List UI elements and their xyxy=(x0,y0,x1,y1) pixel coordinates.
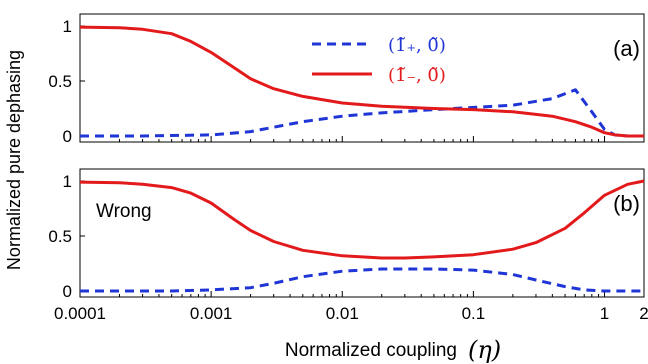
plot-frame xyxy=(79,168,645,298)
x-axis-label: Normalized coupling xyxy=(285,340,457,361)
x-axis-symbol: (η) xyxy=(468,336,501,364)
x-tick-label: 0.001 xyxy=(190,304,233,323)
panel-label: (a) xyxy=(613,36,640,61)
x-tick-label: 1 xyxy=(600,304,609,323)
y-axis-label: Normalized pure dephasing xyxy=(4,50,24,270)
x-tick-label: 0.1 xyxy=(462,304,486,323)
series-solid-red xyxy=(79,25,644,138)
y-tick-label: 0 xyxy=(63,127,72,146)
x-tick-label: 0.0001 xyxy=(54,304,106,323)
panel-a: 0 0.5 1 (a) (1̃₊, 0̃) (1̃₋, 0̃) xyxy=(48,13,645,146)
y-tick-label: 0 xyxy=(63,282,72,301)
y-tick-label: 1 xyxy=(63,17,72,36)
series-dashed-blue xyxy=(80,267,644,293)
y-tick-label: 0.5 xyxy=(48,227,72,246)
y-tick-label: 0.5 xyxy=(48,72,72,91)
legend: (1̃₊, 0̃) (1̃₋, 0̃) xyxy=(312,35,446,86)
x-axis-label-group: Normalized coupling (η) xyxy=(285,336,501,364)
legend-label: (1̃₊, 0̃) xyxy=(388,35,446,56)
panel-label: (b) xyxy=(613,191,640,216)
y-tick-label: 1 xyxy=(63,172,72,191)
legend-label: (1̃₋, 0̃) xyxy=(388,65,446,86)
panel-b: 0 0.5 1 0.0001 0.001 0.01 0.1 1 2 (b) Wrong xyxy=(48,168,648,323)
x-tick-label: 0.01 xyxy=(326,304,359,323)
x-tick-label: 2 xyxy=(639,304,648,323)
series-solid-red xyxy=(79,179,645,260)
plot-frame xyxy=(79,13,645,143)
panels: 0 0.5 1 (a) (1̃₊, 0̃) (1̃₋, 0̃) 0 0.5 1 0.0001 0.0… xyxy=(48,13,648,323)
series-dashed-blue xyxy=(80,88,644,138)
annotation-text: Wrong xyxy=(96,201,152,222)
